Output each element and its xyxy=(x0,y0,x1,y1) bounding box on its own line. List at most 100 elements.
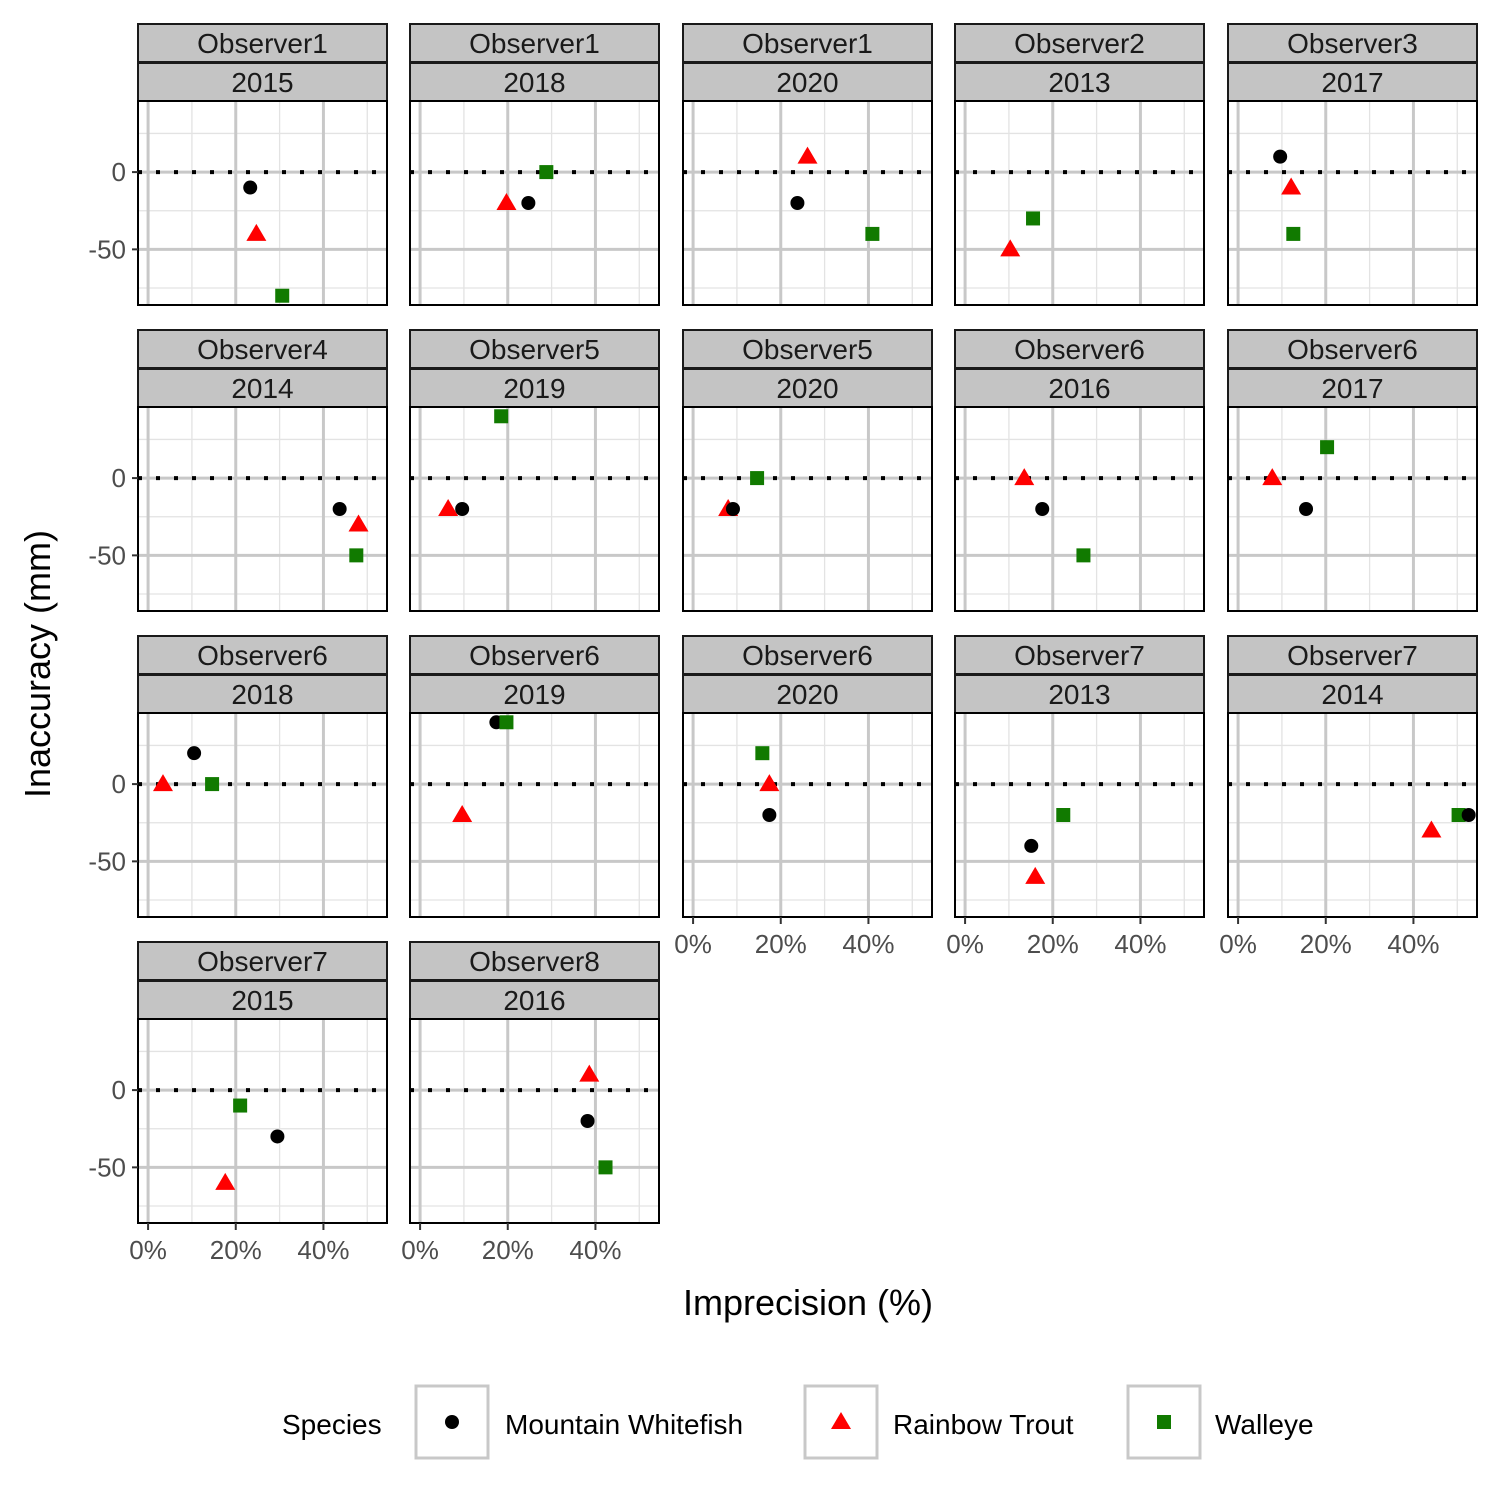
strip-year-label: 2013 xyxy=(1048,679,1110,710)
data-point-square xyxy=(755,746,770,761)
legend-item: Rainbow Trout xyxy=(803,1384,1074,1460)
points xyxy=(496,165,554,210)
strip-observer-label: Observer7 xyxy=(197,946,328,977)
data-point-circle xyxy=(187,746,202,761)
data-point-triangle xyxy=(152,774,173,792)
x-tick-label: 40% xyxy=(297,1235,349,1265)
data-point-square xyxy=(1320,440,1335,455)
points xyxy=(152,746,220,792)
y-tick-label: -50 xyxy=(88,540,126,570)
strip-year xyxy=(137,368,388,408)
strip-year xyxy=(1227,674,1478,714)
strip-observer xyxy=(682,23,933,63)
data-point-square xyxy=(1076,548,1091,563)
panels: Observer1 2015 0 -50 Observer1 2018 Observer1 2… xyxy=(88,23,1478,1265)
strip-observer-label: Observer5 xyxy=(742,334,873,365)
strip-observer-label: Observer6 xyxy=(469,640,600,671)
y-tick-label: 0 xyxy=(112,769,126,799)
data-point-square xyxy=(1026,211,1041,226)
strip-observer xyxy=(1227,23,1478,63)
facet-panel: Observer1 2015 0 -50 xyxy=(88,23,388,306)
points xyxy=(755,746,780,822)
panel-border xyxy=(409,1018,660,1224)
panel-border xyxy=(1227,712,1478,918)
data-point-circle xyxy=(332,502,347,516)
data-point-circle xyxy=(1273,149,1288,164)
points xyxy=(438,409,509,516)
strip-observer xyxy=(409,635,660,675)
legend-triangle-icon xyxy=(831,1412,851,1429)
data-point-square xyxy=(205,777,220,792)
data-point-triangle xyxy=(348,514,369,532)
x-tick-label: 40% xyxy=(1387,929,1439,959)
strip-year-label: 2019 xyxy=(503,373,565,404)
strip-year-label: 2020 xyxy=(776,679,838,710)
data-point-triangle xyxy=(452,805,473,822)
panel-border xyxy=(954,100,1205,306)
strip-observer xyxy=(954,23,1205,63)
facet-panel: Observer7 2015 0 -50 0% 20% 40% xyxy=(88,941,388,1265)
strip-observer-label: Observer4 xyxy=(197,334,328,365)
data-point-circle xyxy=(725,502,740,516)
data-point-triangle xyxy=(579,1064,600,1082)
y-tick-label: 0 xyxy=(112,157,126,187)
points xyxy=(718,471,765,516)
legend-square-icon xyxy=(1157,1415,1171,1429)
x-tick-label: 0% xyxy=(129,1235,167,1265)
data-point-triangle xyxy=(215,1172,236,1190)
panel-border xyxy=(409,406,660,612)
panel-border xyxy=(137,100,388,306)
strip-year-label: 2015 xyxy=(231,67,293,98)
points xyxy=(243,180,290,303)
strip-observer-label: Observer5 xyxy=(469,334,600,365)
x-tick-label: 20% xyxy=(482,1235,534,1265)
x-tick-label: 20% xyxy=(755,929,807,959)
strip-observer xyxy=(409,941,660,981)
strip-year-label: 2013 xyxy=(1048,67,1110,98)
x-axis-title: Imprecision (%) xyxy=(683,1282,933,1323)
data-point-circle xyxy=(1461,808,1476,822)
panel-border xyxy=(409,712,660,918)
legend-item: Walleye xyxy=(1126,1384,1314,1460)
facet-panel: Observer7 2014 0% 20% 40% xyxy=(1219,635,1478,959)
panel-border xyxy=(682,712,933,918)
strip-year-label: 2017 xyxy=(1321,373,1383,404)
strip-year-label: 2018 xyxy=(503,67,565,98)
legend-item: Mountain Whitefish xyxy=(414,1384,743,1460)
data-point-square xyxy=(233,1098,248,1113)
points xyxy=(452,715,514,822)
strip-year xyxy=(954,62,1205,102)
strip-observer-label: Observer1 xyxy=(197,28,328,59)
data-point-square xyxy=(1056,808,1071,822)
data-point-triangle xyxy=(797,146,818,164)
strip-observer xyxy=(137,329,388,369)
x-tick-label: 40% xyxy=(842,929,894,959)
y-tick-label: -50 xyxy=(88,846,126,876)
points xyxy=(332,502,369,563)
x-tick-label: 40% xyxy=(569,1235,621,1265)
data-point-circle xyxy=(1035,502,1050,516)
strip-year xyxy=(682,674,933,714)
strip-year xyxy=(1227,368,1478,408)
strip-year-label: 2019 xyxy=(503,679,565,710)
points xyxy=(1421,808,1476,838)
strip-observer-label: Observer8 xyxy=(469,946,600,977)
strip-year-label: 2014 xyxy=(1321,679,1383,710)
facet-panel: Observer5 2019 xyxy=(409,329,660,612)
x-tick-label: 0% xyxy=(674,929,712,959)
data-point-square xyxy=(865,226,880,241)
facet-panel: Observer6 2019 xyxy=(409,635,660,918)
panel-border xyxy=(137,1018,388,1224)
legend-circle-icon xyxy=(445,1415,459,1429)
data-point-circle xyxy=(762,808,777,822)
strip-year xyxy=(409,368,660,408)
panel-border xyxy=(1227,406,1478,612)
x-tick-label: 20% xyxy=(210,1235,262,1265)
data-point-square xyxy=(539,165,554,180)
facet-panel: Observer6 2017 xyxy=(1227,329,1478,612)
legend: Species Mountain Whitefish Rainbow Trout Wa… xyxy=(282,1384,1314,1460)
data-point-triangle xyxy=(759,774,780,792)
panel-border xyxy=(409,100,660,306)
points xyxy=(215,1098,285,1190)
strip-year xyxy=(1227,62,1478,102)
